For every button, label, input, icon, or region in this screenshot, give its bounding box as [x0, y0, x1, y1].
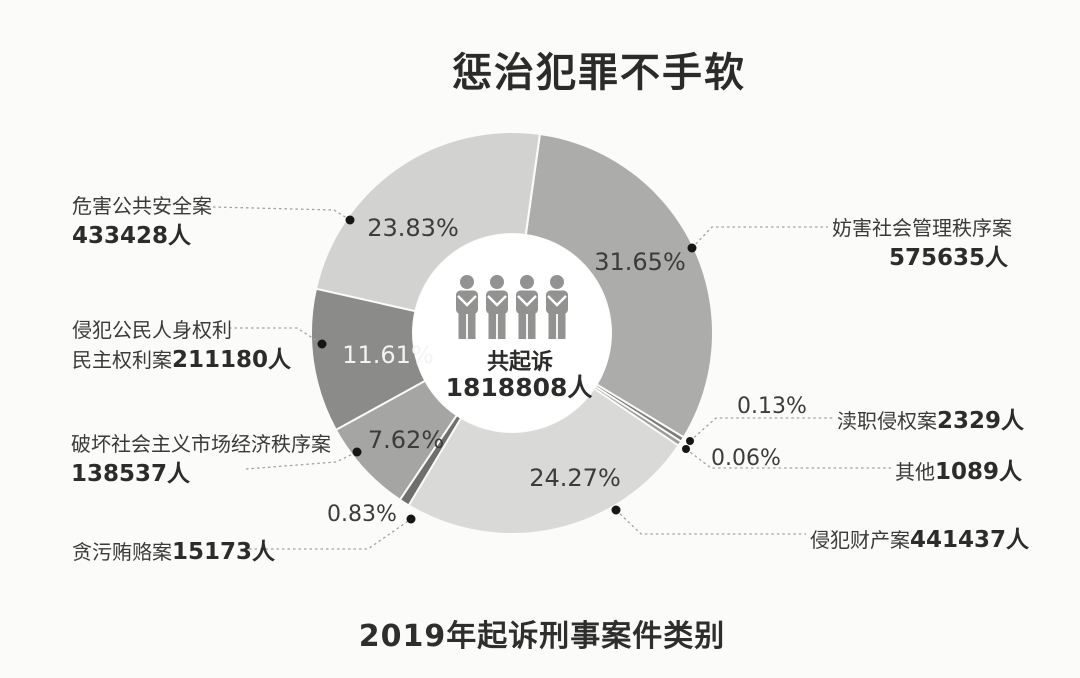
donut-segments: [312, 132, 713, 533]
donut-segment-2: [594, 386, 681, 446]
callout-qinfan-caichan-count: 441437人: [910, 527, 1030, 553]
callout-qita: 其他1089人: [895, 457, 1022, 487]
callout-fanghai: 妨害社会管理秩序案 575635人: [832, 213, 1012, 273]
callout-qinfan-caichan: 侵犯财产案441437人: [810, 525, 1029, 555]
pct-label-qinfan-gongmin: 11.61%: [342, 341, 434, 369]
callout-qinfan-gongmin-name2: 民主权利案: [72, 348, 172, 372]
pct-label-qinfan-caichan: 24.27%: [529, 464, 621, 492]
callout-pohuai-count: 138537人: [71, 461, 191, 487]
segment-separators: [314, 132, 686, 507]
pct-label-tanwu: 0.83%: [327, 502, 397, 527]
callout-weihai-name: 危害公共安全案: [72, 194, 212, 218]
callout-qinfan-caichan-name: 侵犯财产案: [810, 528, 910, 552]
callout-qita-count: 1089人: [935, 459, 1023, 485]
page-title: 惩治犯罪不手软: [452, 50, 746, 96]
pct-label-qita: 0.06%: [711, 446, 781, 471]
pct-label-duzhi: 0.13%: [737, 394, 807, 419]
callout-fanghai-count: 575635人: [888, 245, 1008, 271]
donut-segment-1: [596, 384, 683, 441]
callout-duzhi-name: 渎职侵权案: [837, 409, 937, 433]
leader-fanghai: [691, 226, 828, 249]
callout-tanwu-name: 贪污贿赂案: [72, 540, 172, 564]
donut-segment-6: [312, 288, 425, 430]
callout-qinfan-gongmin: 侵犯公民人身权利 民主权利案211180人: [72, 315, 291, 375]
chart-caption: 2019年起诉刑事案件类别: [358, 619, 726, 654]
leader-pohuai: [245, 451, 358, 470]
callout-tanwu: 贪污贿赂案15173人: [72, 537, 275, 567]
leader-tanwu: [249, 518, 412, 550]
callout-qinfan-gongmin-count: 211180人: [172, 347, 292, 373]
callout-pohuai-name: 破坏社会主义市场经济秩序案: [71, 432, 331, 456]
pct-label-fanghai: 31.65%: [594, 248, 686, 276]
callout-pohuai: 破坏社会主义市场经济秩序案 138537人: [71, 429, 331, 489]
callout-weihai: 危害公共安全案 433428人: [72, 191, 212, 251]
callout-weihai-count: 433428人: [72, 223, 192, 249]
callout-fanghai-name: 妨害社会管理秩序案: [832, 216, 1012, 240]
leader-duzhi: [689, 417, 834, 442]
callout-duzhi: 渎职侵权案2329人: [837, 406, 1024, 436]
leader-qinfan-gongmin: [229, 327, 323, 345]
pct-label-pohuai: 7.62%: [367, 426, 445, 454]
callout-tanwu-count: 15173人: [172, 539, 276, 565]
total-value: 1818808人: [445, 373, 593, 402]
donut-segment-0: [525, 134, 713, 437]
callout-qita-name: 其他: [895, 460, 935, 484]
callout-qinfan-gongmin-name: 侵犯公民人身权利: [72, 318, 232, 342]
total-label: 共起诉: [486, 350, 554, 375]
callout-duzhi-count: 2329人: [937, 408, 1025, 434]
leader-dots: [317, 215, 697, 524]
people-group-icon: [456, 273, 570, 341]
leader-qinfan-caichan: [615, 509, 806, 535]
pct-label-weihai: 23.83%: [367, 214, 459, 242]
donut-segment-3: [409, 389, 678, 533]
leader-lines: [212, 206, 892, 550]
donut-segment-4: [400, 416, 461, 505]
donut-segment-5: [336, 381, 457, 500]
leader-weihai: [212, 206, 351, 221]
donut-segment-7: [316, 132, 540, 311]
